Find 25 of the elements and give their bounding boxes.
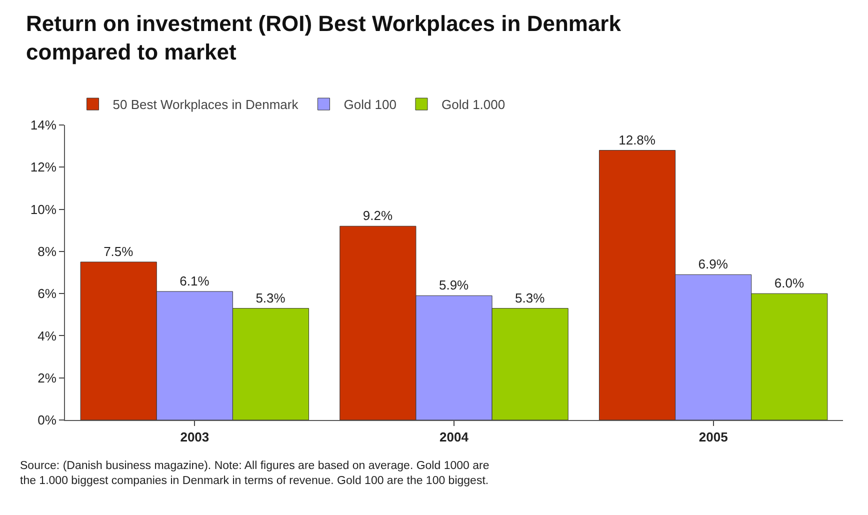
data-label: 5.9% [438, 278, 470, 293]
data-label: 6.0% [774, 276, 804, 291]
legend-label: Gold 100 [344, 97, 396, 112]
data-label: 6.9% [698, 256, 728, 272]
data-label: 5.3% [515, 290, 546, 306]
legend-label: Gold 1.000 [441, 97, 506, 112]
source-note: Source: (Danish business magazine). Note: All figures are based on average. Gold 1000 are the 1.000 biggest companies in Denmark in terms of revenue. Gold 100 are the 100 biggest. [20, 460, 490, 487]
y-tick-label: 4% [38, 328, 57, 344]
y-tick-label: 14% [30, 118, 57, 133]
legend-label: 50 Best Workplaces in Denmark [112, 97, 299, 112]
y-tick-label: 10% [30, 202, 57, 217]
y-tick-label: 0% [38, 412, 57, 428]
y-tick-label: 2% [38, 370, 57, 386]
data-label: 7.5% [104, 244, 134, 259]
data-label: 5.3% [256, 290, 286, 306]
data-label: 12.8% [618, 132, 656, 148]
y-tick-label: 12% [30, 160, 57, 175]
chart-title: Return on investment (ROI) Best Workplaces in Denmark compared to market [26, 10, 622, 64]
x-tick-label: 2004 [440, 430, 470, 445]
y-tick-label: 6% [38, 286, 57, 302]
data-label: 6.1% [180, 273, 210, 288]
x-tick-label: 2003 [180, 430, 210, 445]
data-label: 9.2% [362, 208, 393, 224]
y-tick-label: 8% [38, 244, 57, 259]
x-tick-label: 2005 [698, 430, 728, 445]
